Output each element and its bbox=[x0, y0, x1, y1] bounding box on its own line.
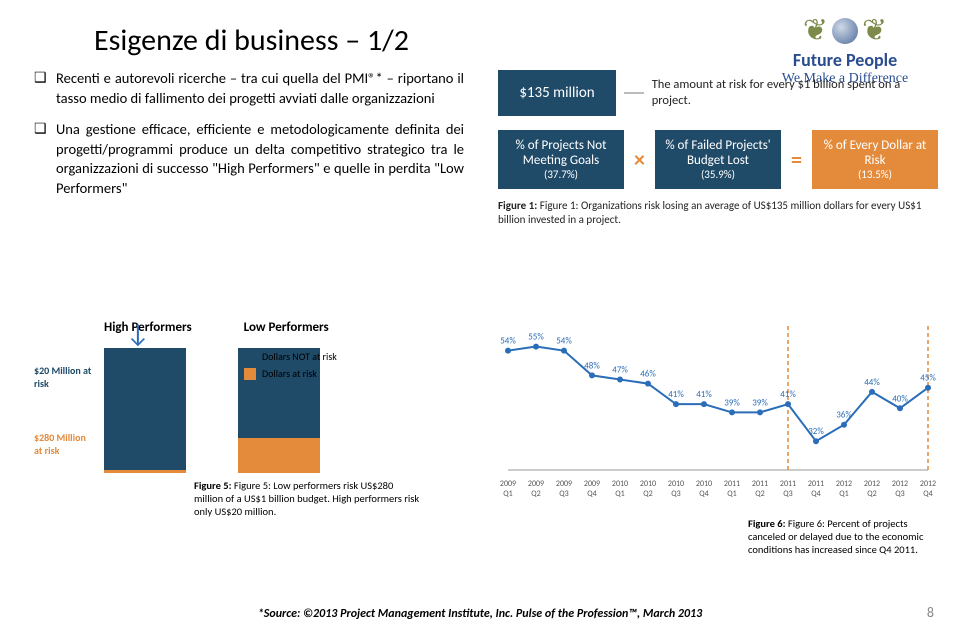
svg-text:2011: 2011 bbox=[808, 479, 824, 489]
laurel-right-icon: ❦ bbox=[862, 12, 887, 49]
svg-text:54%: 54% bbox=[500, 336, 516, 347]
svg-text:36%: 36% bbox=[836, 410, 852, 421]
equals-icon: = bbox=[789, 146, 804, 173]
svg-text:Q2: Q2 bbox=[867, 489, 876, 499]
svg-text:Q3: Q3 bbox=[559, 489, 568, 499]
fig5-bar bbox=[104, 348, 186, 473]
fig1-box-budget: % of Failed Projects' Budget Lost (35.9%… bbox=[655, 130, 781, 189]
fig1-box-goals: % of Projects Not Meeting Goals (37.7%) bbox=[498, 130, 624, 189]
fig6-caption: Figure 6: Figure 6: Percent of projects … bbox=[748, 517, 938, 556]
svg-text:Q3: Q3 bbox=[895, 489, 904, 499]
svg-text:39%: 39% bbox=[724, 397, 740, 408]
logo-brand: Future People bbox=[752, 49, 938, 71]
svg-text:Q4: Q4 bbox=[923, 489, 932, 499]
svg-text:Q1: Q1 bbox=[727, 489, 736, 499]
svg-text:41%: 41% bbox=[780, 389, 796, 400]
bullet-item: Una gestione efficace, efficiente e meto… bbox=[34, 120, 464, 198]
bullet-list: Recenti e autorevoli ricerche – tra cui … bbox=[34, 69, 464, 198]
svg-text:47%: 47% bbox=[612, 364, 628, 375]
svg-text:2009: 2009 bbox=[556, 479, 572, 489]
svg-text:Q2: Q2 bbox=[755, 489, 764, 499]
svg-text:2010: 2010 bbox=[668, 479, 684, 489]
svg-text:44%: 44% bbox=[864, 377, 880, 388]
fig1-caption: Figure 1: Figure 1: Organizations risk l… bbox=[498, 199, 938, 228]
fig5-caption: Figure 5: Figure 5: Low performers risk … bbox=[194, 479, 424, 518]
fig5-side-labels: $20 Million at risk $280 Million at risk bbox=[34, 364, 94, 457]
slide: Esigenze di business – 1/2 ❦ ❦ Future Pe… bbox=[0, 0, 960, 635]
svg-text:Q4: Q4 bbox=[811, 489, 820, 499]
svg-text:Q2: Q2 bbox=[643, 489, 652, 499]
svg-text:39%: 39% bbox=[752, 397, 768, 408]
svg-text:2012: 2012 bbox=[892, 479, 908, 489]
bullet-item: Recenti e autorevoli ricerche – tra cui … bbox=[34, 69, 464, 108]
svg-text:Q4: Q4 bbox=[587, 489, 596, 499]
laurel-left-icon: ❦ bbox=[803, 12, 828, 49]
svg-text:2011: 2011 bbox=[724, 479, 740, 489]
svg-text:32%: 32% bbox=[808, 426, 824, 437]
swatch-orange bbox=[244, 368, 256, 380]
fig5-header-low: Low Performers bbox=[244, 320, 329, 335]
svg-text:2011: 2011 bbox=[780, 479, 796, 489]
svg-text:2009: 2009 bbox=[528, 479, 544, 489]
svg-text:2009: 2009 bbox=[500, 479, 516, 489]
swatch-navy bbox=[244, 351, 256, 363]
svg-text:46%: 46% bbox=[640, 369, 656, 380]
svg-text:2012: 2012 bbox=[836, 479, 852, 489]
svg-text:55%: 55% bbox=[528, 332, 544, 343]
fig6-svg: 54% 55% 54% 48% 47% 46% 41% 41% 39% 39% 41% 32% 36% 4… bbox=[498, 310, 938, 510]
svg-text:2012: 2012 bbox=[920, 479, 936, 489]
page-number: 8 bbox=[927, 604, 934, 621]
svg-text:48%: 48% bbox=[584, 360, 600, 371]
figure-1: $135 million The amount at risk for ever… bbox=[498, 70, 938, 228]
svg-text:Q1: Q1 bbox=[615, 489, 624, 499]
fig5-legend: Dollars NOT at risk Dollars at risk bbox=[244, 350, 337, 384]
svg-text:40%: 40% bbox=[892, 393, 908, 404]
svg-text:Q4: Q4 bbox=[699, 489, 708, 499]
svg-text:2010: 2010 bbox=[696, 479, 712, 489]
figure-6-line-chart: 54% 55% 54% 48% 47% 46% 41% 41% 39% 39% 41% 32% 36% 4… bbox=[498, 310, 938, 570]
arrow-down-icon: ↓ bbox=[126, 326, 150, 342]
svg-text:2012: 2012 bbox=[864, 479, 880, 489]
multiply-icon: × bbox=[632, 146, 647, 173]
svg-text:Q3: Q3 bbox=[783, 489, 792, 499]
svg-text:2011: 2011 bbox=[752, 479, 768, 489]
fig1-box-risk: % of Every Dollar at Risk (13.5%) bbox=[812, 130, 938, 189]
svg-text:Q2: Q2 bbox=[531, 489, 540, 499]
dash-icon bbox=[624, 92, 644, 94]
svg-text:45%: 45% bbox=[920, 373, 936, 384]
svg-text:Q1: Q1 bbox=[503, 489, 512, 499]
globe-icon bbox=[832, 18, 858, 44]
svg-text:2010: 2010 bbox=[640, 479, 656, 489]
footer-source: *Source: ©2013 Project Management Instit… bbox=[0, 607, 960, 621]
svg-text:54%: 54% bbox=[556, 336, 572, 347]
svg-text:2009: 2009 bbox=[584, 479, 600, 489]
figure-5-bar-chart: ↓ High Performers Low Performers Dollars… bbox=[34, 320, 454, 550]
svg-text:2010: 2010 bbox=[612, 479, 628, 489]
svg-text:41%: 41% bbox=[668, 389, 684, 400]
fig1-amount-box: $135 million bbox=[498, 70, 616, 116]
fig1-caption-top: The amount at risk for every $1 billion … bbox=[652, 77, 938, 110]
svg-text:41%: 41% bbox=[696, 389, 712, 400]
svg-text:Q1: Q1 bbox=[839, 489, 848, 499]
svg-text:Q3: Q3 bbox=[671, 489, 680, 499]
